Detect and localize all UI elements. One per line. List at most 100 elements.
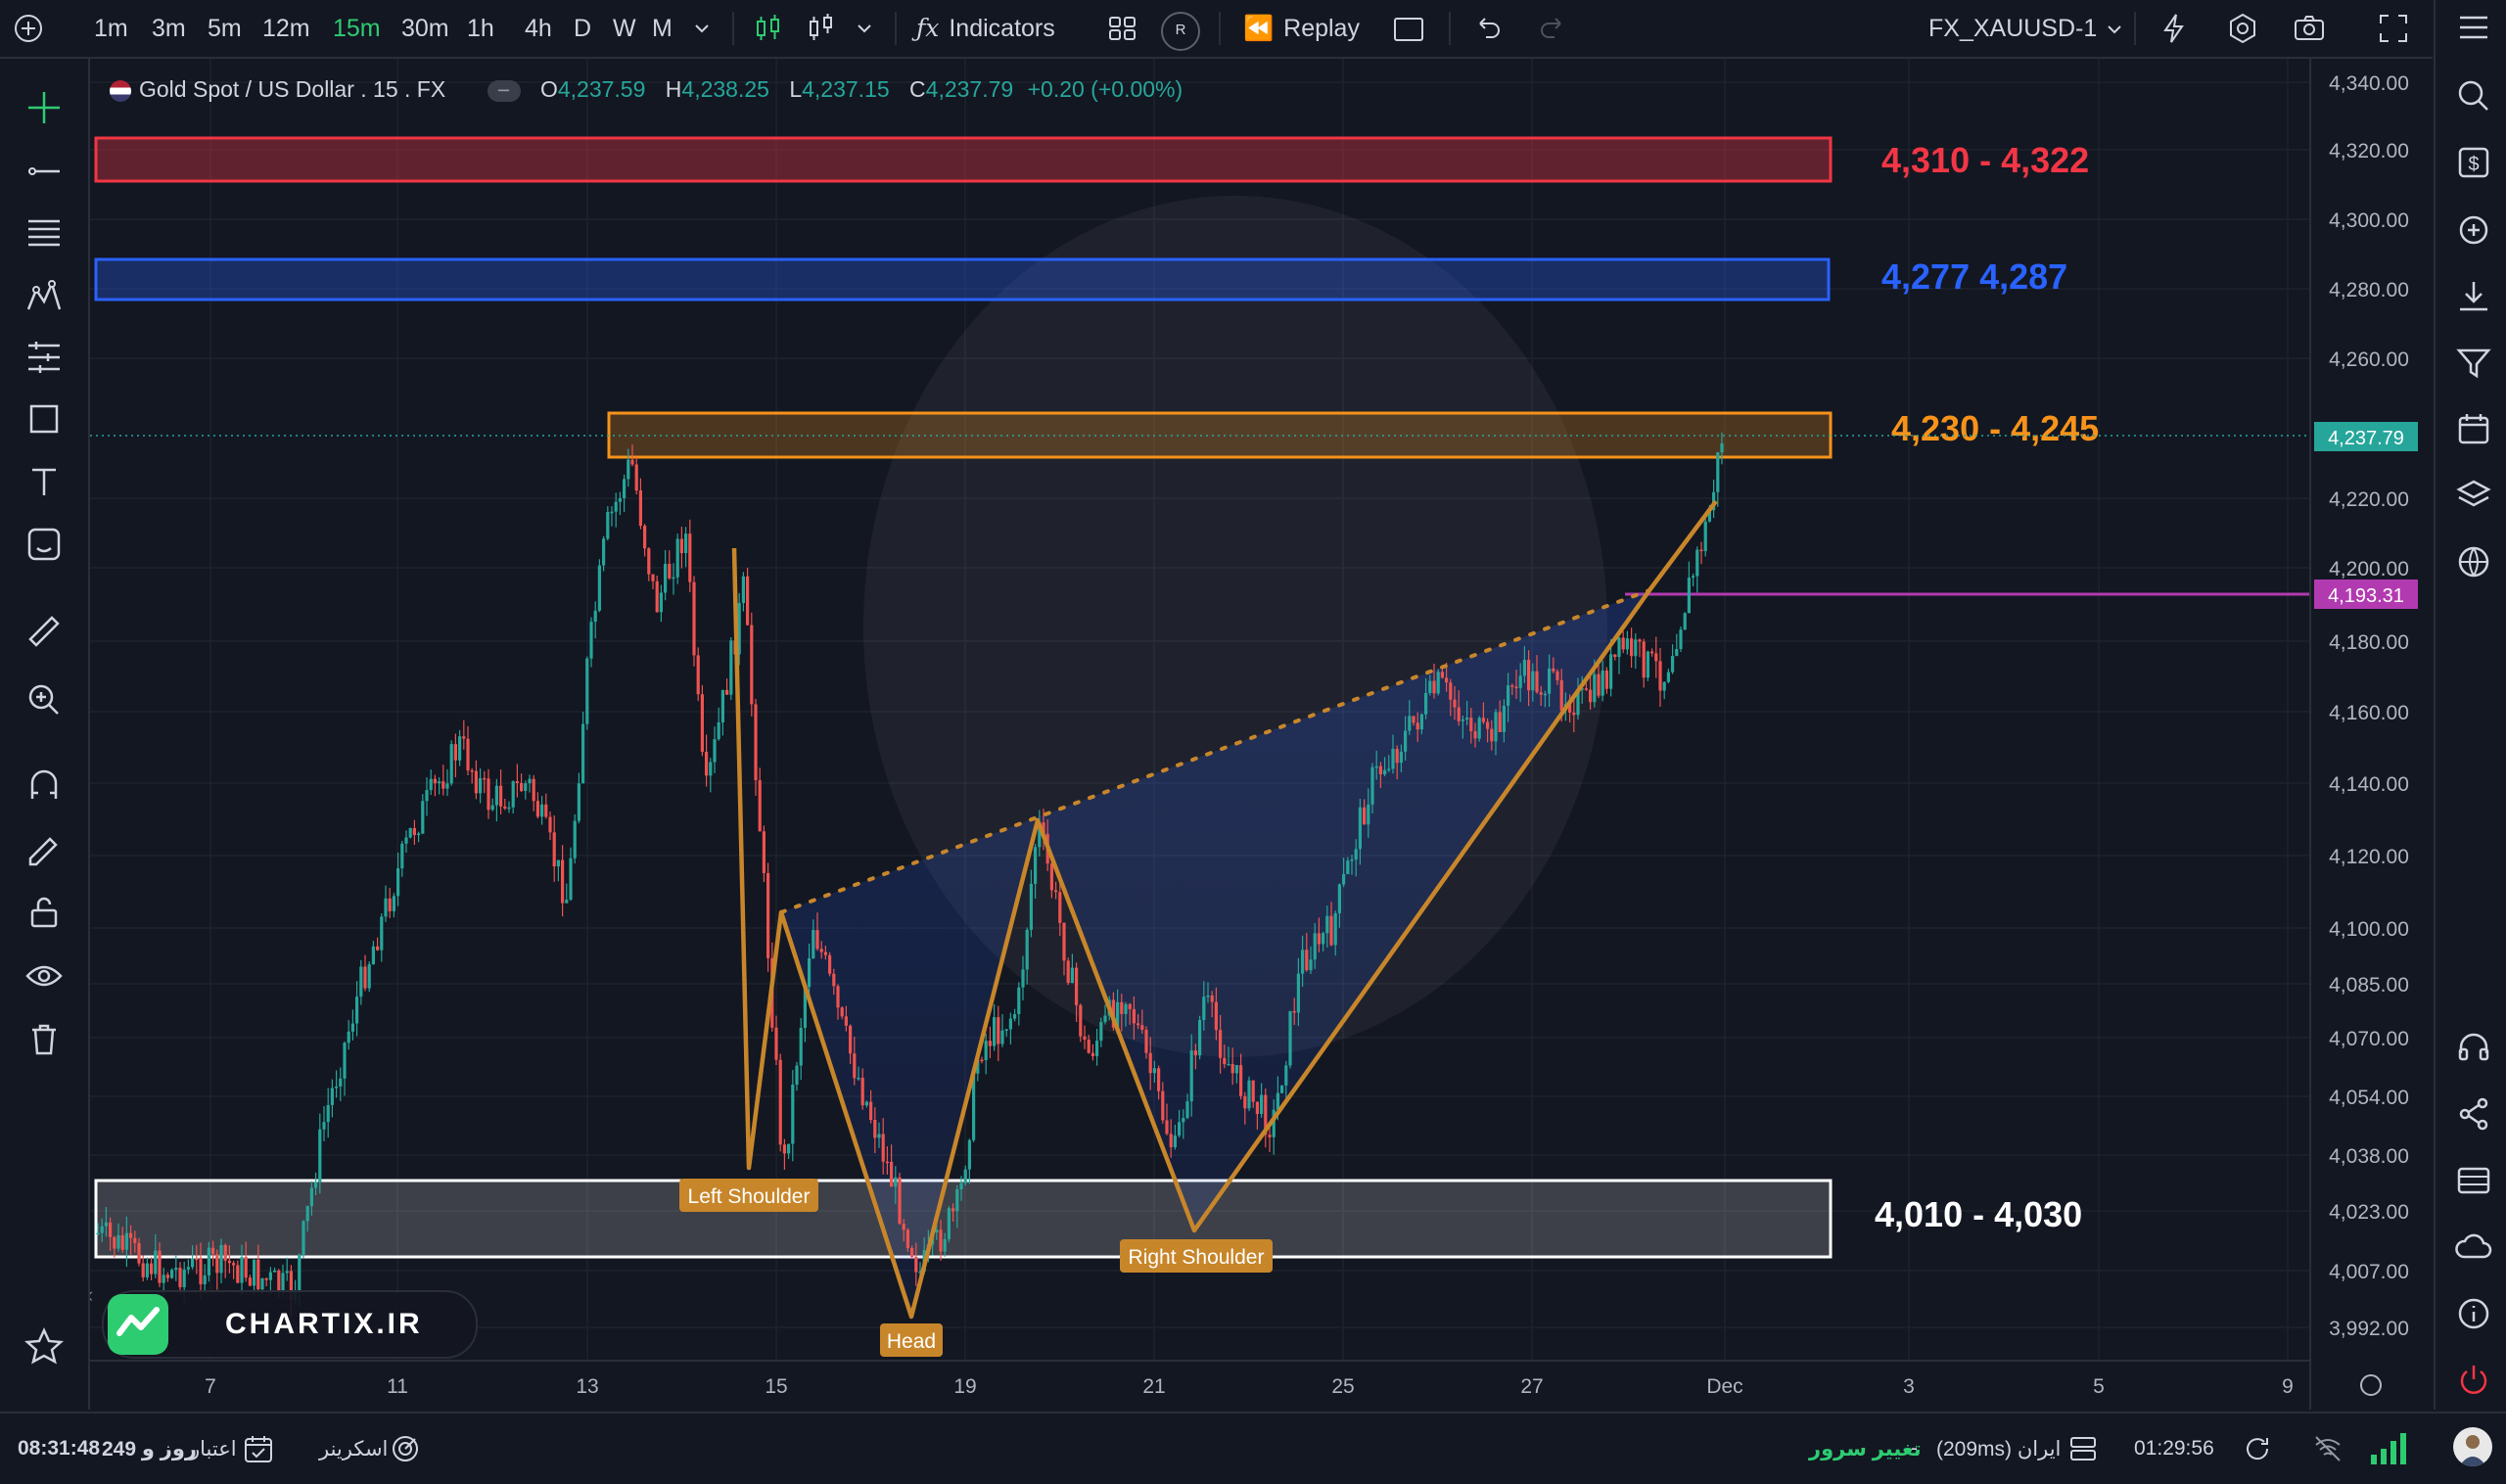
- time-axis-settings-icon[interactable]: [2360, 1374, 2382, 1396]
- panel-icon[interactable]: [2454, 1161, 2493, 1200]
- candle-body: [363, 966, 367, 989]
- share-icon[interactable]: [2454, 1094, 2493, 1134]
- candle-body: [1301, 950, 1305, 974]
- alert-badge[interactable]: R: [1161, 12, 1200, 51]
- fullscreen-rect-icon[interactable]: [1392, 12, 1425, 45]
- ruler-icon[interactable]: [24, 612, 64, 651]
- right-toolbar: $: [2434, 0, 2506, 1410]
- headset-icon[interactable]: [2454, 1028, 2493, 1067]
- unlock-icon[interactable]: [24, 893, 64, 932]
- timeframe-5m[interactable]: 5m: [208, 15, 242, 42]
- zoom-in-icon[interactable]: [24, 680, 64, 719]
- candle-body: [1025, 929, 1029, 970]
- candle-body: [445, 783, 449, 789]
- timeframe-30m[interactable]: 30m: [401, 15, 449, 42]
- candle-body: [1120, 1001, 1124, 1014]
- candle-body: [1322, 933, 1325, 945]
- symbol-selector[interactable]: FX_XAUUSD-1: [1928, 12, 2125, 45]
- indicators-label: Indicators: [949, 15, 1055, 42]
- candle-body: [1239, 1065, 1243, 1096]
- timeframe-15m[interactable]: 15m: [333, 15, 381, 42]
- candles-icon[interactable]: [752, 12, 785, 45]
- filter-icon[interactable]: [2454, 343, 2493, 382]
- settings-icon[interactable]: [2226, 12, 2259, 45]
- globe-icon[interactable]: [2454, 542, 2493, 581]
- crosshair-icon[interactable]: [24, 88, 64, 127]
- timeframe-m[interactable]: M: [652, 15, 673, 42]
- sticker-icon[interactable]: [24, 525, 64, 564]
- star-icon[interactable]: [24, 1326, 64, 1366]
- download-icon[interactable]: [2454, 276, 2493, 315]
- calendar-icon[interactable]: [2454, 409, 2493, 448]
- candle-body: [1260, 1094, 1264, 1114]
- bar-type-icon[interactable]: [805, 12, 838, 45]
- trash-icon[interactable]: [24, 1020, 64, 1059]
- price-zone-box[interactable]: [94, 1179, 1833, 1259]
- screener-link[interactable]: اسکرینر: [319, 1438, 389, 1461]
- candle-body: [1292, 1010, 1296, 1013]
- layout-grid-icon[interactable]: [1106, 12, 1139, 45]
- collapse-arrow-icon[interactable]: ‹: [90, 1282, 93, 1307]
- info-icon[interactable]: [2454, 1294, 2493, 1333]
- alarm-add-icon[interactable]: [2454, 209, 2493, 249]
- candle-body: [1687, 578, 1691, 614]
- candle-body: [1198, 1019, 1202, 1056]
- price-zone-box[interactable]: [94, 136, 1833, 183]
- layers-icon[interactable]: [2454, 476, 2493, 515]
- timeframe-w[interactable]: W: [613, 15, 636, 42]
- timeframe-1h[interactable]: 1h: [467, 15, 494, 42]
- pattern-label-box: [679, 1179, 818, 1212]
- magnet-icon[interactable]: [24, 765, 64, 805]
- timeframe-4h[interactable]: 4h: [525, 15, 552, 42]
- menu-icon[interactable]: [2454, 8, 2493, 47]
- status-bar: 08:31:48 249 روز و اعتبار اسکرینر تغییر …: [0, 1412, 2506, 1484]
- candle-body: [511, 781, 515, 808]
- replay-label: Replay: [1283, 15, 1360, 42]
- pattern-icon[interactable]: [24, 276, 64, 315]
- candle-body: [158, 1250, 162, 1283]
- calendar-check-icon[interactable]: [243, 1433, 274, 1464]
- timeframe-12m[interactable]: 12m: [262, 15, 310, 42]
- candle-body: [1004, 1029, 1008, 1031]
- price-chart[interactable]: 4,310 - 4,322 4,277 4,287 4,230 - 4,245 4,0…: [90, 59, 2430, 1410]
- candle-body: [737, 603, 741, 655]
- refresh-icon[interactable]: [2242, 1433, 2273, 1464]
- price-axis: 4,340.00 4,320.00 4,300.00 4,280.00 4,260.00…: [2309, 59, 2418, 1410]
- search-icon[interactable]: [2454, 76, 2493, 116]
- timeframe-3m[interactable]: 3m: [152, 15, 186, 42]
- timeframe-d[interactable]: D: [574, 15, 592, 42]
- lock-pencil-icon[interactable]: [24, 829, 64, 868]
- chevron-down-icon[interactable]: [854, 12, 875, 45]
- cloud-icon[interactable]: [2454, 1228, 2493, 1267]
- expand-icon[interactable]: [2377, 12, 2410, 45]
- timeframe-1m[interactable]: 1m: [94, 15, 128, 42]
- candle-body: [109, 1222, 113, 1237]
- price-tick-label: 4,038.00: [2329, 1145, 2409, 1168]
- neckline[interactable]: [779, 588, 1651, 914]
- fib-lines-icon[interactable]: [24, 213, 64, 253]
- lightning-icon[interactable]: [2158, 12, 2191, 45]
- candle-body: [178, 1268, 182, 1287]
- indicators-button[interactable]: ƒx Indicators: [916, 12, 1055, 45]
- trend-line-icon[interactable]: [24, 152, 64, 191]
- rectangle-icon[interactable]: [24, 399, 64, 439]
- no-signal-icon[interactable]: [2312, 1433, 2344, 1464]
- power-icon[interactable]: [2454, 1361, 2493, 1400]
- eye-icon[interactable]: [24, 956, 64, 996]
- replay-button[interactable]: ⏪ Replay: [1243, 12, 1360, 45]
- camera-icon[interactable]: [2293, 12, 2326, 45]
- radar-icon[interactable]: [390, 1433, 421, 1464]
- candle-body: [993, 1017, 997, 1046]
- forecast-icon[interactable]: [24, 338, 64, 377]
- avatar[interactable]: [2453, 1427, 2492, 1466]
- undo-icon[interactable]: [1470, 12, 1504, 45]
- pattern-line[interactable]: [731, 499, 1718, 1320]
- dollar-icon[interactable]: $: [2454, 143, 2493, 182]
- price-zone-box[interactable]: [94, 257, 1831, 301]
- add-icon[interactable]: [12, 12, 45, 45]
- text-icon[interactable]: [24, 462, 64, 501]
- change-server-link[interactable]: تغییر سرور: [1809, 1438, 1922, 1461]
- collapse-legend-button[interactable]: −: [487, 78, 521, 102]
- chevron-down-icon[interactable]: [691, 12, 713, 45]
- server-icon[interactable]: [2067, 1433, 2099, 1464]
